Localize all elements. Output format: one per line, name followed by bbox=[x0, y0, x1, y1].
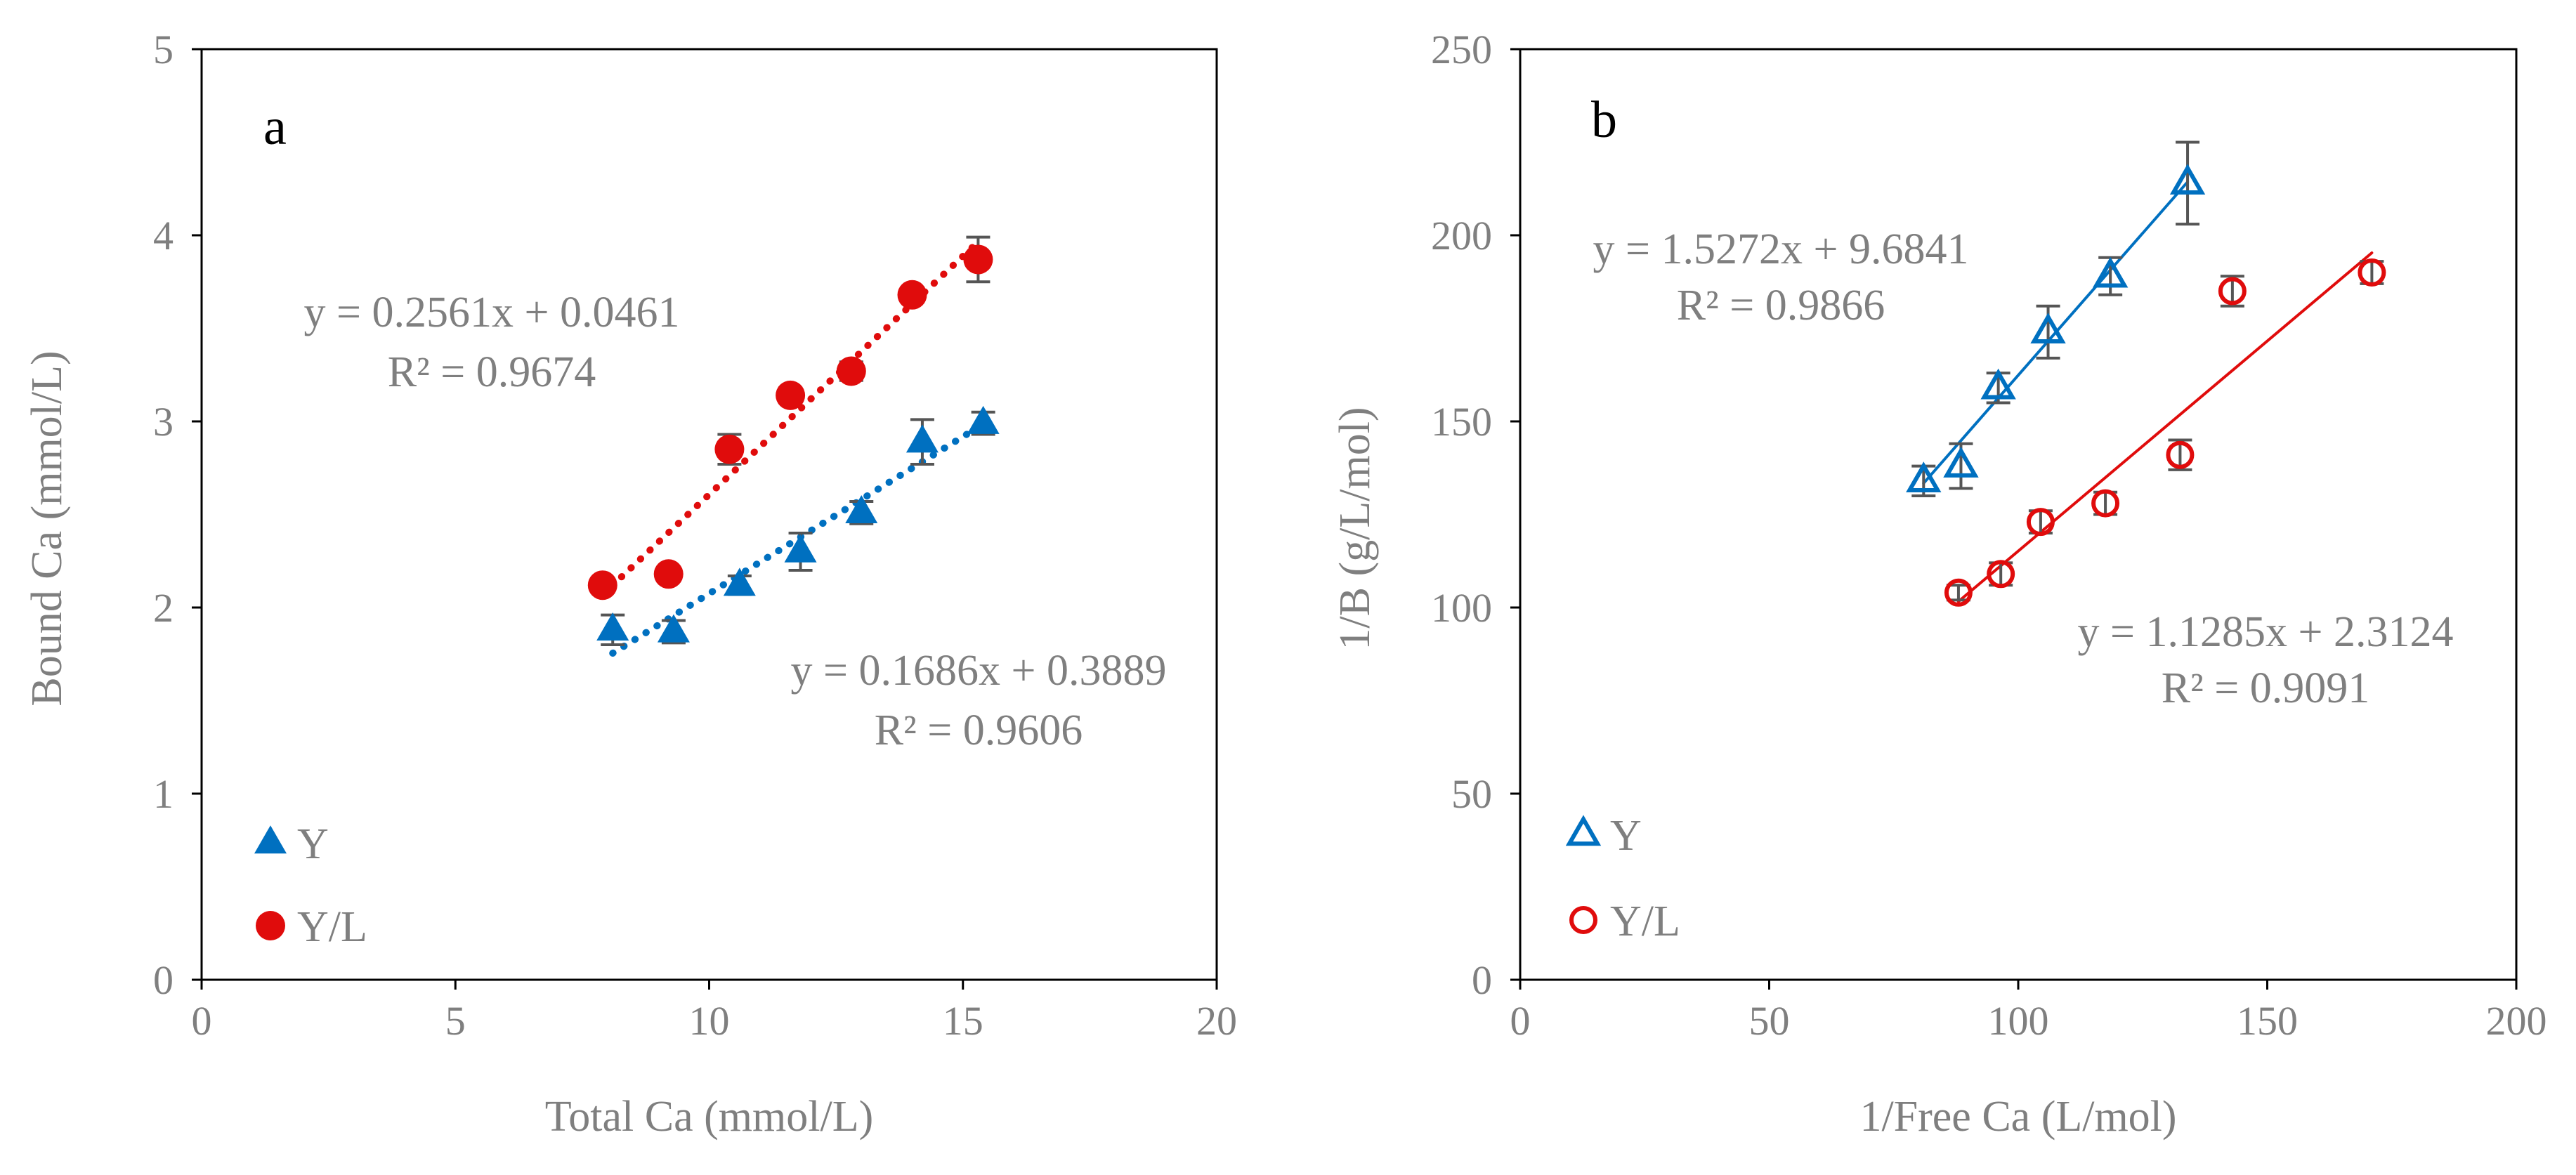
data-point bbox=[657, 614, 690, 643]
y-tick-label: 0 bbox=[153, 957, 174, 1003]
panel-label: b bbox=[1591, 91, 1617, 149]
data-point bbox=[776, 380, 806, 410]
data-point bbox=[967, 405, 1000, 434]
x-tick-label: 150 bbox=[2237, 998, 2298, 1044]
trendline-equation: y = 1.1285x + 2.3124 bbox=[2078, 608, 2454, 656]
y-axis-label: Bound Ca (mmol/L) bbox=[23, 350, 71, 706]
legend-marker bbox=[1569, 906, 1597, 934]
data-point bbox=[2091, 489, 2120, 518]
data-point bbox=[2030, 313, 2066, 344]
x-tick-label: 10 bbox=[689, 998, 730, 1044]
series-y-l: y = 1.1285x + 2.3124 R² = 0.9091 bbox=[1944, 251, 2454, 712]
legend-entry: Y bbox=[1565, 812, 1642, 860]
trendline-r2: R² = 0.9674 bbox=[388, 348, 596, 396]
y-tick-label: 2 bbox=[153, 585, 174, 631]
data-point bbox=[2166, 440, 2195, 469]
trendline bbox=[609, 420, 987, 657]
trendline-r2: R² = 0.9606 bbox=[875, 707, 1083, 754]
y-axis-label: 1/B (g/L/mol) bbox=[1331, 407, 1379, 650]
trendline-equation: y = 0.2561x + 0.0461 bbox=[304, 289, 680, 336]
data-point bbox=[963, 244, 993, 275]
y-tick-label: 3 bbox=[153, 399, 174, 445]
legend-entry: Y/L bbox=[256, 903, 367, 951]
series-y-l: y = 0.2561x + 0.0461 R² = 0.9674 bbox=[304, 235, 993, 600]
legend-entry: Y bbox=[254, 820, 329, 868]
x-axis-label: Total Ca (mmol/L) bbox=[545, 1093, 873, 1141]
data-point bbox=[1980, 368, 2016, 400]
data-point bbox=[2169, 164, 2206, 195]
data-point bbox=[1906, 461, 1942, 493]
series-y: y = 1.5272x + 9.6841 R² = 0.9866 bbox=[1593, 140, 2206, 497]
x-tick-label: 100 bbox=[1988, 998, 2049, 1044]
data-point bbox=[723, 567, 756, 596]
x-tick-label: 20 bbox=[1196, 998, 1237, 1044]
data-point bbox=[653, 559, 684, 589]
series-y: y = 0.1686x + 0.3889 R² = 0.9606 bbox=[596, 405, 1167, 754]
data-point bbox=[845, 495, 878, 524]
y-tick-label: 4 bbox=[153, 213, 174, 258]
y-tick-label: 50 bbox=[1451, 771, 1492, 817]
data-point bbox=[1987, 560, 2015, 589]
y-tick-label: 250 bbox=[1431, 27, 1492, 72]
trendline-equation: y = 1.5272x + 9.6841 bbox=[1593, 225, 1969, 273]
x-tick-label: 0 bbox=[192, 998, 212, 1044]
x-tick-label: 0 bbox=[1510, 998, 1531, 1044]
chart-panel-b: 0 50 100 150 200 0 50 100 150 200 250 1/Free Ca (L/… bbox=[1331, 27, 2547, 1141]
data-point bbox=[836, 356, 866, 386]
legend-label: Y bbox=[1610, 812, 1642, 860]
data-point bbox=[2092, 256, 2129, 288]
data-point bbox=[2358, 258, 2386, 287]
legend-marker bbox=[254, 825, 287, 854]
data-point bbox=[784, 534, 817, 563]
legend-marker bbox=[1565, 815, 1602, 846]
x-axis-label: 1/Free Ca (L/mol) bbox=[1859, 1093, 2176, 1141]
y-tick-label: 150 bbox=[1431, 399, 1492, 445]
x-tick-label: 5 bbox=[445, 998, 466, 1044]
data-point bbox=[2218, 277, 2247, 306]
y-tick-label: 1 bbox=[153, 771, 174, 817]
chart-panel-a: 0 5 10 15 20 0 1 2 3 4 5 Total Ca (mmol/L) Bound Ca … bbox=[23, 27, 1237, 1141]
legend-entry: Y/L bbox=[1569, 898, 1680, 945]
y-tick-label: 100 bbox=[1431, 585, 1492, 631]
data-point bbox=[905, 424, 939, 453]
legend-marker bbox=[256, 911, 285, 940]
data-point bbox=[587, 570, 617, 600]
data-point bbox=[2026, 508, 2055, 537]
y-tick-label: 0 bbox=[1472, 957, 1492, 1003]
legend-label: Y/L bbox=[1610, 898, 1680, 945]
trendline-r2: R² = 0.9866 bbox=[1677, 282, 1885, 329]
trendline bbox=[1956, 251, 2374, 603]
legend-label: Y/L bbox=[297, 903, 367, 951]
trendline-r2: R² = 0.9091 bbox=[2162, 664, 2369, 712]
plot-area-frame bbox=[200, 48, 1218, 981]
legend-label: Y bbox=[297, 820, 329, 868]
x-tick-label: 200 bbox=[2486, 998, 2547, 1044]
data-point bbox=[1944, 578, 1973, 607]
panel-label: a bbox=[263, 98, 287, 156]
trendline-equation: y = 0.1686x + 0.3889 bbox=[791, 647, 1167, 695]
plot-area-frame bbox=[1519, 48, 2518, 981]
data-point bbox=[897, 280, 927, 310]
data-point bbox=[1943, 447, 1979, 478]
y-tick-label: 5 bbox=[153, 27, 174, 72]
y-tick-label: 200 bbox=[1431, 213, 1492, 258]
data-point bbox=[714, 434, 745, 464]
data-point bbox=[596, 612, 629, 641]
x-tick-label: 15 bbox=[943, 998, 983, 1044]
x-tick-label: 50 bbox=[1749, 998, 1790, 1044]
